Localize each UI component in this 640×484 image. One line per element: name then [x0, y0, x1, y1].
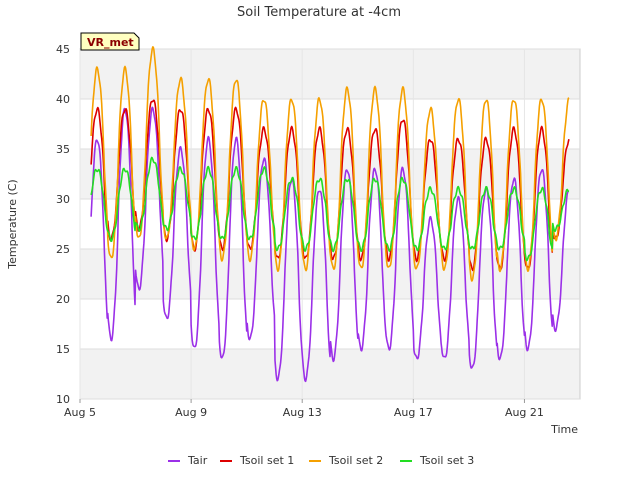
y-axis-label: Temperature (C) — [6, 179, 19, 269]
y-tick-labels: 10 15 20 25 30 35 40 45 — [56, 43, 70, 406]
site-badge: VR_met — [80, 32, 140, 51]
background-band — [80, 99, 580, 149]
series-line-tsoil-set-3 — [90, 156, 570, 262]
background-band — [80, 149, 580, 199]
legend-label: Tsoil set 3 — [419, 454, 474, 467]
series-line-tsoil-set-2 — [90, 46, 570, 282]
y-tick-label: 45 — [56, 43, 70, 56]
legend-label: Tsoil set 2 — [328, 454, 383, 467]
site-badge-label: VR_met — [87, 36, 134, 49]
x-tick-label: Aug 5 — [64, 406, 96, 419]
x-tick-label: Aug 9 — [175, 406, 207, 419]
x-axis-label: Time — [550, 423, 578, 436]
background-band — [80, 49, 580, 99]
y-tick-label: 10 — [56, 393, 70, 406]
chart-title: Soil Temperature at -4cm — [237, 5, 401, 20]
series-line-tair — [90, 106, 570, 383]
legend: Tair Tsoil set 1 Tsoil set 2 Tsoil set 3 — [168, 454, 474, 467]
x-tick-labels: Aug 5 Aug 9 Aug 13 Aug 17 Aug 21 — [64, 399, 544, 419]
y-tick-label: 20 — [56, 293, 70, 306]
x-tick-label: Aug 21 — [505, 406, 544, 419]
y-tick-label: 30 — [56, 193, 70, 206]
y-tick-label: 40 — [56, 93, 70, 106]
x-tick-label: Aug 17 — [394, 406, 433, 419]
series-layer — [90, 46, 570, 383]
x-tick-label: Aug 13 — [283, 406, 322, 419]
site-badge-box — [80, 32, 140, 51]
legend-label: Tair — [187, 454, 208, 467]
y-tick-label: 25 — [56, 243, 70, 256]
legend-label: Tsoil set 1 — [239, 454, 294, 467]
y-tick-label: 35 — [56, 143, 70, 156]
y-tick-label: 15 — [56, 343, 70, 356]
plot-background-bands — [80, 49, 580, 399]
